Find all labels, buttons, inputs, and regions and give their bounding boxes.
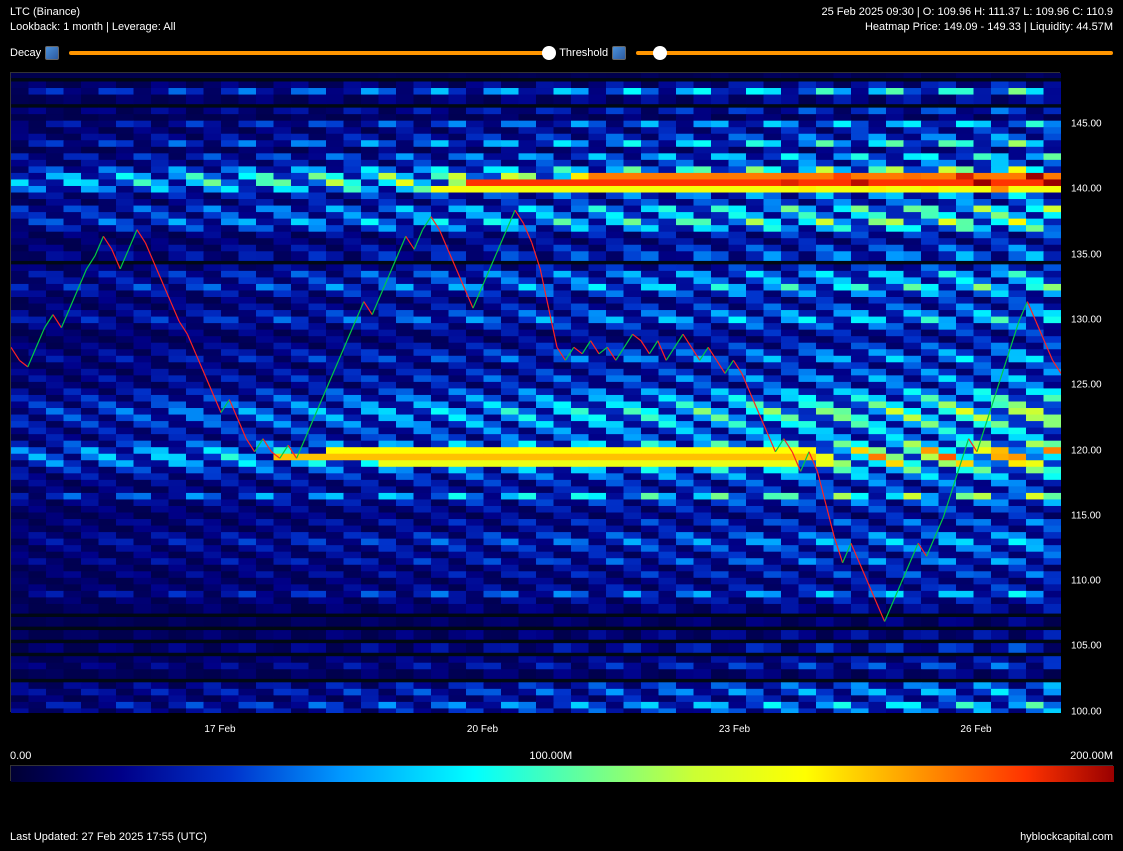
legend-max: 200.00M <box>1070 750 1113 762</box>
y-tick-label: 100.00 <box>1071 706 1102 717</box>
y-tick-label: 130.00 <box>1071 314 1102 325</box>
header-bar: LTC (Binance) Lookback: 1 month | Levera… <box>0 0 1123 38</box>
y-tick-label: 120.00 <box>1071 445 1102 456</box>
threshold-icon[interactable] <box>612 46 626 60</box>
y-tick-label: 115.00 <box>1071 510 1101 521</box>
y-tick-label: 110.00 <box>1071 576 1101 587</box>
legend-area: 0.00 100.00M 200.00M <box>10 750 1113 781</box>
decay-slider-thumb[interactable] <box>542 46 556 60</box>
ohlc-label: O: 109.96 H: 111.37 L: 109.96 C: 110.9 <box>923 6 1113 18</box>
x-axis: 17 Feb 20 Feb 23 Feb 26 Feb <box>10 722 1060 738</box>
lookback-label: Lookback: 1 month | Leverage: All <box>10 20 176 35</box>
header-left: LTC (Binance) Lookback: 1 month | Levera… <box>10 5 176 36</box>
decay-slider[interactable] <box>69 51 549 55</box>
y-tick-label: 135.00 <box>1071 249 1102 260</box>
y-tick-label: 145.00 <box>1071 119 1102 130</box>
legend-gradient <box>10 765 1113 781</box>
decay-control: Decay <box>10 46 59 60</box>
footer-bar: Last Updated: 27 Feb 2025 17:55 (UTC) hy… <box>0 831 1123 843</box>
x-tick-label: 23 Feb <box>719 724 750 735</box>
decay-icon[interactable] <box>45 46 59 60</box>
threshold-slider[interactable] <box>636 51 1113 55</box>
heatmap-container[interactable] <box>10 72 1060 712</box>
x-tick-label: 17 Feb <box>204 724 235 735</box>
x-tick-label: 20 Feb <box>467 724 498 735</box>
heatmap-svg <box>11 73 1061 713</box>
threshold-control: Threshold <box>559 46 626 60</box>
timestamp-label: 25 Feb 2025 09:30 <box>821 6 913 18</box>
last-updated-label: Last Updated: 27 Feb 2025 17:55 (UTC) <box>10 831 207 843</box>
legend-min: 0.00 <box>10 750 31 762</box>
symbol-label: LTC (Binance) <box>10 5 176 20</box>
brand-label: hyblockcapital.com <box>1020 831 1113 843</box>
threshold-label: Threshold <box>559 47 608 59</box>
decay-label: Decay <box>10 47 41 59</box>
chart-area: 100.00 105.00 110.00 115.00 120.00 125.00 130.… <box>10 72 1113 722</box>
y-tick-label: 125.00 <box>1071 380 1102 391</box>
x-tick-label: 26 Feb <box>960 724 991 735</box>
header-right: 25 Feb 2025 09:30 | O: 109.96 H: 111.37 … <box>821 5 1113 36</box>
y-axis: 100.00105.00110.00115.00120.00125.00130.… <box>1065 72 1113 712</box>
y-tick-label: 140.00 <box>1071 184 1102 195</box>
heatmap-info-label: Heatmap Price: 149.09 - 149.33 | Liquidi… <box>821 20 1113 35</box>
threshold-slider-thumb[interactable] <box>653 46 667 60</box>
legend-labels: 0.00 100.00M 200.00M <box>10 750 1113 762</box>
legend-mid: 100.00M <box>529 750 572 762</box>
controls-bar: Decay Threshold <box>0 38 1123 64</box>
ohlc-line: 25 Feb 2025 09:30 | O: 109.96 H: 111.37 … <box>821 5 1113 20</box>
y-tick-label: 105.00 <box>1071 641 1102 652</box>
